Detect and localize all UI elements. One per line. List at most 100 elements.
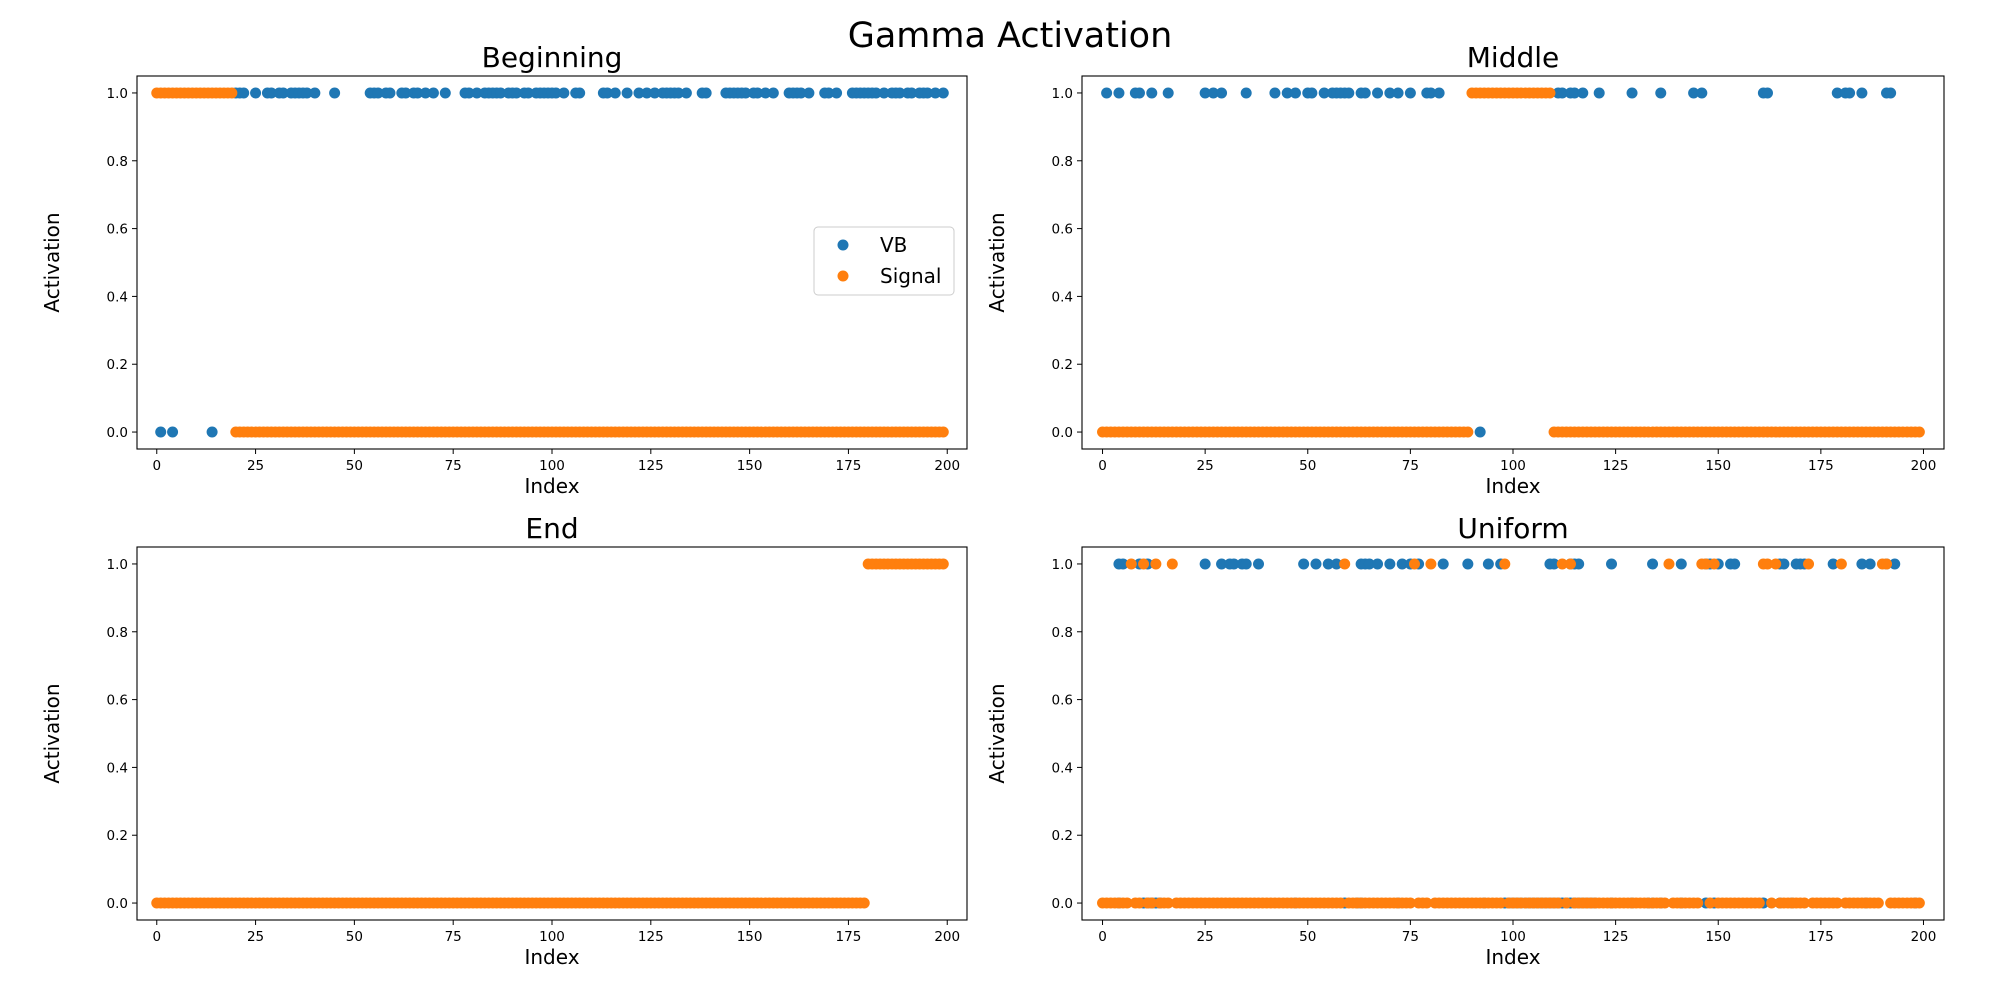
panel-title-uniform: Uniform xyxy=(1457,512,1568,545)
y-axis-label-uniform: Activation xyxy=(985,683,1009,783)
point-vb-beginning xyxy=(633,87,645,99)
point-signal-uniform xyxy=(1659,897,1671,909)
point-vb-beginning xyxy=(823,87,835,99)
point-signal-uniform xyxy=(1913,897,1925,909)
panel-title-middle: Middle xyxy=(1467,41,1560,74)
point-signal-uniform xyxy=(1125,558,1137,570)
point-vb-beginning xyxy=(672,87,684,99)
point-vb-middle xyxy=(1831,87,1843,99)
point-vb-beginning xyxy=(400,87,412,99)
point-vb-uniform xyxy=(1363,558,1375,570)
point-vb-middle xyxy=(1281,87,1293,99)
x-tick-label-end-6: 150 xyxy=(737,929,763,945)
point-signal-end xyxy=(858,897,870,909)
x-tick-label-end-8: 200 xyxy=(934,929,960,945)
series-vb-middle xyxy=(1101,87,1897,438)
point-vb-middle xyxy=(1384,87,1396,99)
point-vb-middle xyxy=(1269,87,1281,99)
panel-beginning: Beginning 0 25 50 75 100 125 150 175 200 0.0 0.2 0.4… xyxy=(40,41,968,498)
point-signal-uniform xyxy=(1881,558,1893,570)
point-vb-middle xyxy=(1655,87,1667,99)
point-vb-middle xyxy=(1162,87,1174,99)
point-vb-beginning xyxy=(277,87,289,99)
x-tick-label-end-7: 175 xyxy=(836,929,862,945)
point-vb-beginning xyxy=(265,87,277,99)
x-tick-label-middle-1: 25 xyxy=(1197,458,1214,474)
x-tick-label-middle-6: 150 xyxy=(1705,458,1731,474)
point-vb-middle xyxy=(1133,87,1145,99)
point-vb-uniform xyxy=(1573,558,1585,570)
y-tick-label-end-4: 0.8 xyxy=(107,625,128,641)
point-vb-beginning xyxy=(906,87,918,99)
point-signal-uniform xyxy=(1692,897,1704,909)
point-vb-beginning xyxy=(870,87,882,99)
point-vb-uniform xyxy=(1864,558,1876,570)
x-tick-label-beginning-7: 175 xyxy=(836,458,862,474)
x-tick-label-beginning-4: 100 xyxy=(539,458,565,474)
point-vb-uniform xyxy=(1384,558,1396,570)
point-vb-beginning xyxy=(558,87,570,99)
x-tick-label-uniform-4: 100 xyxy=(1500,929,1526,945)
x-tick-label-beginning-0: 0 xyxy=(152,458,161,474)
point-vb-beginning xyxy=(752,87,764,99)
figure-title: Gamma Activation xyxy=(848,16,1173,56)
y-tick-label-end-3: 0.6 xyxy=(107,693,128,709)
point-vb-middle xyxy=(1240,87,1252,99)
point-signal-uniform xyxy=(1162,897,1174,909)
point-signal-uniform xyxy=(1770,558,1782,570)
point-signal-uniform xyxy=(1556,558,1568,570)
legend: VB Signal xyxy=(813,226,955,296)
point-signal-middle xyxy=(1913,426,1925,438)
point-vb-uniform xyxy=(1322,558,1334,570)
point-vb-beginning xyxy=(937,87,949,99)
y-axis-label-beginning: Activation xyxy=(40,212,64,312)
x-axis-label-middle: Index xyxy=(1485,474,1540,498)
point-vb-beginning xyxy=(412,87,424,99)
point-vb-uniform xyxy=(1372,558,1384,570)
y-tick-label-end-2: 0.4 xyxy=(107,760,128,776)
point-vb-beginning xyxy=(238,87,250,99)
point-signal-middle xyxy=(1544,87,1556,99)
point-signal-uniform xyxy=(1708,558,1720,570)
point-vb-middle xyxy=(1343,87,1355,99)
y-tick-label-middle-3: 0.6 xyxy=(1052,222,1073,238)
point-signal-uniform xyxy=(1166,558,1178,570)
point-signal-uniform xyxy=(1753,897,1765,909)
x-tick-label-end-1: 25 xyxy=(247,929,264,945)
point-vb-middle xyxy=(1318,87,1330,99)
x-tick-label-middle-7: 175 xyxy=(1808,458,1834,474)
point-signal-uniform xyxy=(1408,558,1420,570)
y-tick-label-middle-4: 0.8 xyxy=(1052,154,1073,170)
x-tick-label-beginning-3: 75 xyxy=(445,458,462,474)
point-signal-uniform xyxy=(1872,897,1884,909)
point-vb-middle xyxy=(1688,87,1700,99)
point-vb-uniform xyxy=(1396,558,1408,570)
point-vb-uniform xyxy=(1216,558,1228,570)
point-vb-uniform xyxy=(1647,558,1659,570)
point-vb-middle xyxy=(1216,87,1228,99)
y-tick-label-beginning-4: 0.8 xyxy=(107,154,128,170)
point-signal-uniform xyxy=(1404,897,1416,909)
point-vb-beginning xyxy=(649,87,661,99)
y-tick-label-uniform-1: 0.2 xyxy=(1052,828,1073,844)
point-signal-uniform xyxy=(1798,897,1810,909)
point-vb-middle xyxy=(1433,87,1445,99)
point-vb-middle xyxy=(1761,87,1773,99)
point-vb-beginning xyxy=(894,87,906,99)
point-vb-uniform xyxy=(1856,558,1868,570)
point-vb-beginning xyxy=(921,87,933,99)
point-vb-beginning xyxy=(167,426,179,438)
point-vb-beginning xyxy=(510,87,522,99)
point-vb-middle xyxy=(1392,87,1404,99)
point-signal-end xyxy=(937,558,949,570)
x-axis-label-end: Index xyxy=(524,945,579,969)
point-vb-middle xyxy=(1372,87,1384,99)
point-signal-uniform xyxy=(1425,558,1437,570)
y-tick-label-middle-0: 0.0 xyxy=(1052,425,1073,441)
series-vb-uniform xyxy=(1113,558,1921,909)
y-tick-label-middle-5: 1.0 xyxy=(1052,86,1073,102)
point-vb-uniform xyxy=(1675,558,1687,570)
point-signal-uniform xyxy=(1146,897,1158,909)
point-vb-uniform xyxy=(1298,558,1310,570)
